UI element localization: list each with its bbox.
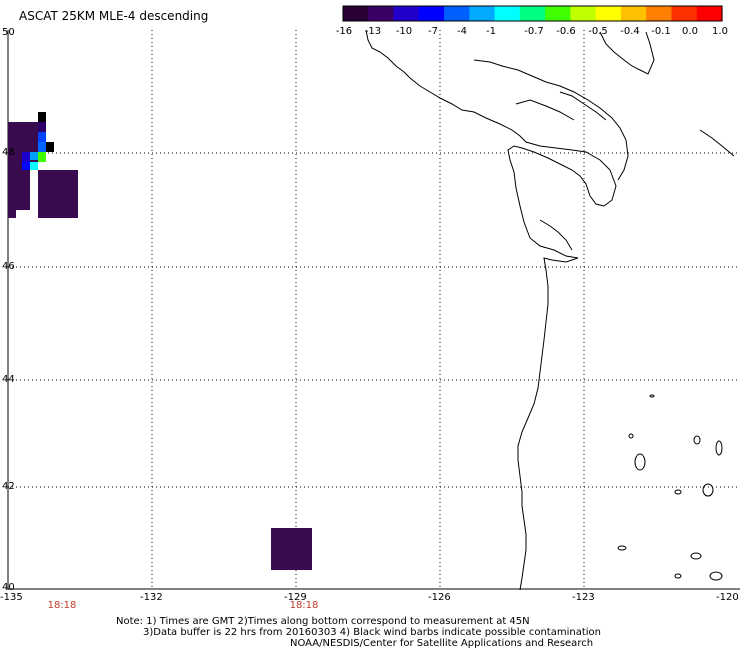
graticule xyxy=(8,30,740,590)
lat-label: 42 xyxy=(2,481,15,492)
colorbar-label: 1.0 xyxy=(712,26,728,37)
colorbar-label: -16 xyxy=(335,26,353,37)
map-title: ASCAT 25KM MLE-4 descending xyxy=(19,9,209,23)
colorbar-segment xyxy=(696,6,723,21)
lon-label: -129 xyxy=(284,592,307,603)
colorbar-label: -7 xyxy=(428,26,438,37)
colorbar-segment xyxy=(469,6,496,21)
colorbar-segment xyxy=(620,6,647,21)
colorbar-segment xyxy=(646,6,673,21)
colorbar-label: 0.0 xyxy=(682,26,698,37)
colorbar-label: -0.4 xyxy=(620,26,640,37)
lat-label: 44 xyxy=(2,374,15,385)
colorbar-segment xyxy=(393,6,420,21)
coastline xyxy=(365,29,735,591)
lon-label: -120 xyxy=(716,592,739,603)
colorbar-label: -0.7 xyxy=(524,26,544,37)
colorbar-segment xyxy=(343,6,369,21)
scatterometer-data-swath xyxy=(8,112,312,570)
lat-label: 48 xyxy=(2,147,15,158)
colorbar-segment xyxy=(418,6,445,21)
lat-label: 46 xyxy=(2,261,15,272)
footnote-line-1: Note: 1) Times are GMT 2)Times along bot… xyxy=(116,616,530,627)
colorbar-label: -13 xyxy=(364,26,382,37)
pass-time-label: 18:18 xyxy=(289,600,319,611)
colorbar-segment xyxy=(595,6,622,21)
colorbar-segment xyxy=(671,6,698,21)
colorbar-segment xyxy=(368,6,395,21)
colorbar-label: -1 xyxy=(486,26,496,37)
colorbar-border xyxy=(342,5,723,22)
footnote-line-3: NOAA/NESDIS/Center for Satellite Applica… xyxy=(290,638,594,649)
colorbar-segment xyxy=(519,6,546,21)
colorbar-label: -0.5 xyxy=(588,26,608,37)
colorbar-segment xyxy=(570,6,597,21)
colorbar-label: -0.1 xyxy=(651,26,671,37)
pass-time-label: 18:18 xyxy=(47,600,77,611)
map-frame xyxy=(7,30,740,590)
footnote-line-2: 3)Data buffer is 22 hrs from 20160303 4)… xyxy=(143,627,601,638)
lon-label: -123 xyxy=(572,592,595,603)
colorbar-label: -10 xyxy=(395,26,413,37)
colorbar xyxy=(342,5,723,22)
lon-label: -135 xyxy=(0,592,23,603)
lon-label: -126 xyxy=(428,592,451,603)
colorbar-segment xyxy=(444,6,470,21)
lon-label: -132 xyxy=(140,592,163,603)
lat-label: 50 xyxy=(2,27,15,38)
colorbar-label: -0.6 xyxy=(556,26,576,37)
colorbar-segment xyxy=(545,6,571,21)
colorbar-label: -4 xyxy=(457,26,467,37)
colorbar-segment xyxy=(494,6,521,21)
lat-label: 40 xyxy=(2,582,15,593)
